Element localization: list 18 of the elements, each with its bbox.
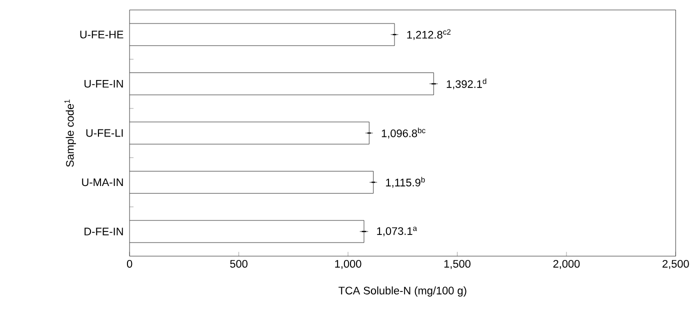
y-axis-title: Sample code$^{1}$ <box>64 100 76 167</box>
y-tick-label: D-FE-IN <box>84 228 123 236</box>
y-tick-label: U-MA-IN <box>82 178 123 186</box>
y-tick-label: U-FE-IN <box>84 80 123 88</box>
x-tick-label: 0 <box>126 260 132 268</box>
x-tick-label: 2,500 <box>662 260 689 270</box>
y-tick-label: U-FE-LI <box>86 129 123 137</box>
data-label: 1,115.9$^{b}$ <box>386 176 425 188</box>
x-tick-label: 2,000 <box>553 260 580 270</box>
data-label: 1,073.1$^{a}$ <box>377 226 418 236</box>
data-label: 1,096.8$^{bc}$ <box>382 128 426 139</box>
x-tick-label: 1,000 <box>335 260 362 270</box>
x-tick-label: 500 <box>230 260 248 268</box>
data-label: 1,212.8$^{c2}$ <box>407 29 451 40</box>
x-axis-title: TCA Soluble-N (mg/100 g) <box>338 286 466 297</box>
x-tick-label: 1,500 <box>444 260 470 270</box>
y-tick-label: U-FE-HE <box>80 30 124 38</box>
data-label: 1,392.1$^{d}$ <box>446 78 486 90</box>
